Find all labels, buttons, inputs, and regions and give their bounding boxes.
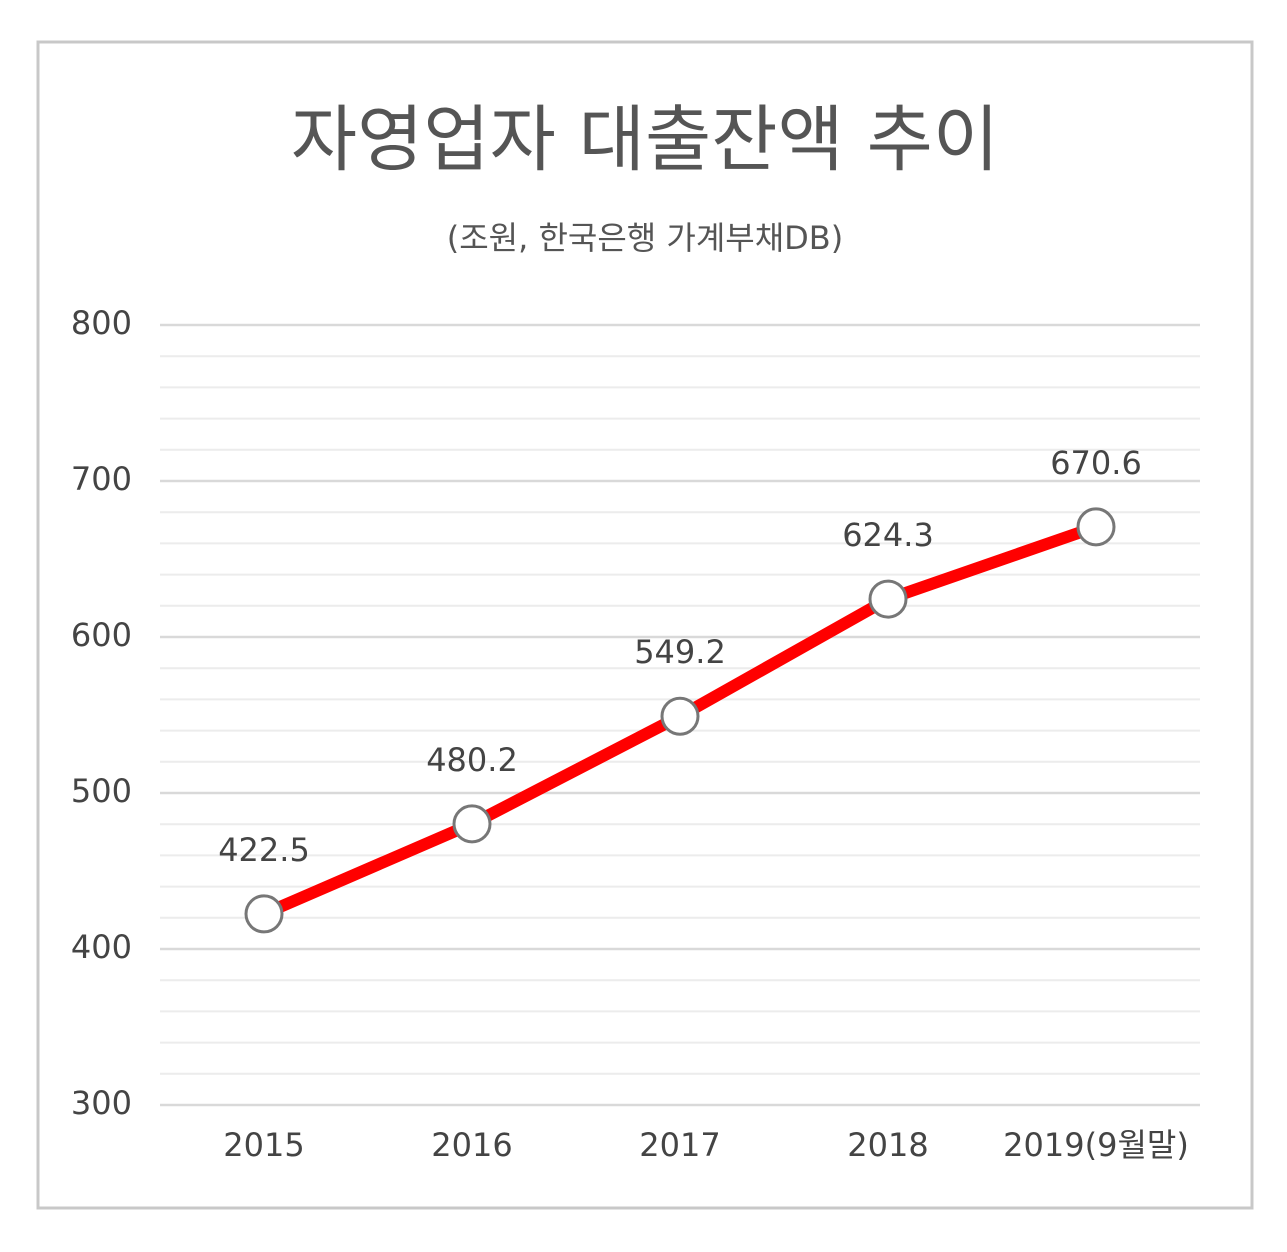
chart-frame <box>36 40 1254 1210</box>
y-tick-label: 600 <box>71 616 132 654</box>
x-tick-label: 2017 <box>639 1126 720 1164</box>
data-label: 549.2 <box>634 633 726 671</box>
data-point <box>244 894 284 934</box>
y-tick-label: 500 <box>71 772 132 810</box>
x-tick-label: 2018 <box>847 1126 928 1164</box>
data-point <box>452 804 492 844</box>
data-point <box>868 579 908 619</box>
data-point <box>1076 507 1116 547</box>
chart-subtitle: (조원, 한국은행 가계부채DB) <box>447 219 843 257</box>
y-tick-label: 300 <box>71 1084 132 1122</box>
y-tick-label: 700 <box>71 460 132 498</box>
x-tick-label: 2016 <box>431 1126 512 1164</box>
chart-title: 자영업자 대출잔액 추이 <box>291 98 999 182</box>
x-tick-label: 2015 <box>223 1126 304 1164</box>
data-label: 480.2 <box>426 741 518 779</box>
x-tick-label: 2019(9월말) <box>1003 1126 1189 1164</box>
y-tick-label: 400 <box>71 928 132 966</box>
y-tick-label: 800 <box>71 304 132 342</box>
data-label: 624.3 <box>842 516 934 554</box>
data-label: 670.6 <box>1050 444 1142 482</box>
data-point <box>660 696 700 736</box>
data-label: 422.5 <box>218 831 310 869</box>
